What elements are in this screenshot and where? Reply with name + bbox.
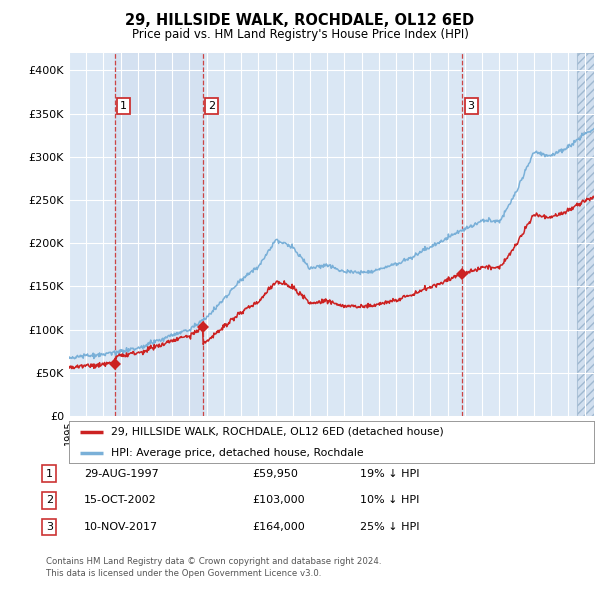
Text: 3: 3 (467, 101, 475, 111)
Text: £103,000: £103,000 (252, 496, 305, 505)
Text: Price paid vs. HM Land Registry's House Price Index (HPI): Price paid vs. HM Land Registry's House … (131, 28, 469, 41)
Text: 10-NOV-2017: 10-NOV-2017 (84, 522, 158, 532)
Text: 3: 3 (46, 522, 53, 532)
Text: 2: 2 (208, 101, 215, 111)
Text: £59,950: £59,950 (252, 469, 298, 478)
Text: This data is licensed under the Open Government Licence v3.0.: This data is licensed under the Open Gov… (46, 569, 322, 578)
Text: 25% ↓ HPI: 25% ↓ HPI (360, 522, 419, 532)
Text: 15-OCT-2002: 15-OCT-2002 (84, 496, 157, 505)
Bar (577, 53, 594, 416)
Text: 29, HILLSIDE WALK, ROCHDALE, OL12 6ED: 29, HILLSIDE WALK, ROCHDALE, OL12 6ED (125, 13, 475, 28)
Bar (577, 53, 594, 416)
Bar (203, 53, 463, 416)
Text: 1: 1 (46, 469, 53, 478)
Text: 2: 2 (46, 496, 53, 505)
Text: 19% ↓ HPI: 19% ↓ HPI (360, 469, 419, 478)
Text: Contains HM Land Registry data © Crown copyright and database right 2024.: Contains HM Land Registry data © Crown c… (46, 557, 382, 566)
Bar (115, 53, 203, 416)
Text: 1: 1 (120, 101, 127, 111)
Text: £164,000: £164,000 (252, 522, 305, 532)
Text: 10% ↓ HPI: 10% ↓ HPI (360, 496, 419, 505)
Text: 29, HILLSIDE WALK, ROCHDALE, OL12 6ED (detached house): 29, HILLSIDE WALK, ROCHDALE, OL12 6ED (d… (111, 427, 444, 437)
Text: HPI: Average price, detached house, Rochdale: HPI: Average price, detached house, Roch… (111, 448, 364, 458)
Text: 29-AUG-1997: 29-AUG-1997 (84, 469, 159, 478)
